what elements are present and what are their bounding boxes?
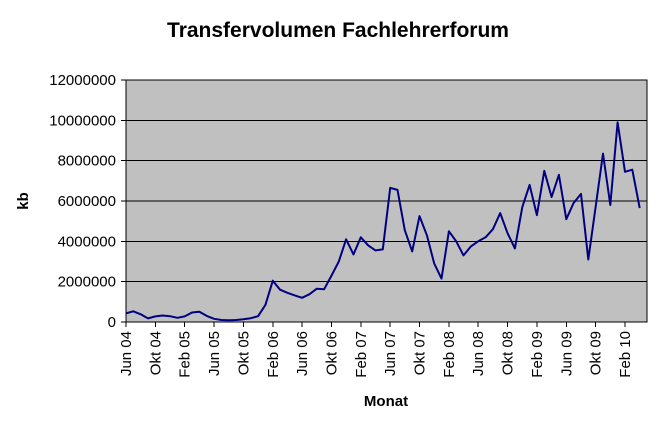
x-tick-label: Jun 07: [382, 331, 399, 376]
x-tick-label: Okt 09: [588, 331, 605, 375]
y-axis-title: kb: [15, 192, 32, 210]
x-tick-label: Jun 04: [118, 331, 135, 376]
x-tick-label: Feb 09: [529, 331, 546, 378]
x-tick-label: Okt 08: [500, 331, 517, 375]
x-tick-label: Feb 07: [353, 331, 370, 378]
x-tick-label: Jun 09: [558, 331, 575, 376]
x-tick-label: Okt 07: [412, 331, 429, 375]
chart-title: Transfervolumen Fachlehrerforum: [167, 19, 509, 42]
y-tick-label: 8000000: [58, 153, 116, 170]
plot-border: [125, 79, 648, 323]
x-tick-label: Okt 06: [323, 331, 340, 375]
y-tick-label: 2000000: [58, 274, 116, 291]
x-tick-label: Jun 08: [470, 331, 487, 376]
x-tick-label: Feb 08: [441, 331, 458, 378]
x-tick-label: Feb 05: [177, 331, 194, 378]
x-tick-label: Jun 06: [294, 331, 311, 376]
y-tick-label: 0: [108, 314, 116, 331]
x-tick-label: Jun 05: [206, 331, 223, 376]
x-axis-title: Monat: [364, 393, 408, 410]
x-tick-label: Okt 05: [235, 331, 252, 375]
x-tick-label: Feb 06: [265, 331, 282, 378]
x-tick-label: Okt 04: [147, 331, 164, 375]
y-tick-label: 6000000: [58, 193, 116, 210]
x-tick-label: Feb 10: [617, 331, 634, 378]
y-tick-label: 12000000: [49, 72, 116, 89]
y-tick-label: 10000000: [49, 112, 116, 129]
data-line: [125, 121, 641, 322]
y-tick-label: 4000000: [58, 233, 116, 250]
